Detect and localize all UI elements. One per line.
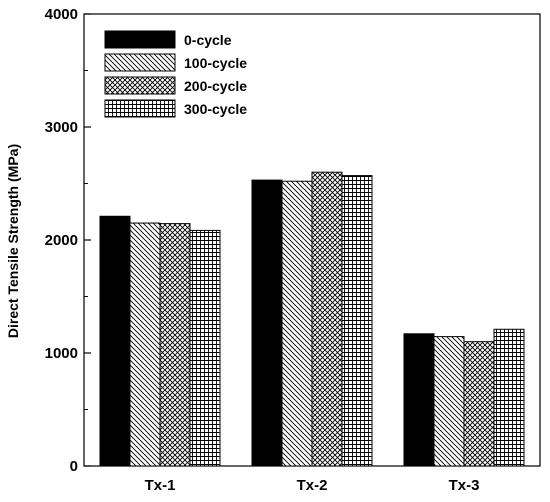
bar-300-cycle-Tx-1 bbox=[189, 229, 221, 467]
y-axis-title: Direct Tensile Strength (MPa) bbox=[5, 144, 21, 338]
y-tick-label: 3000 bbox=[45, 119, 78, 136]
x-tick-label: Tx-3 bbox=[449, 477, 480, 494]
legend-swatch-100-cycle bbox=[104, 53, 176, 72]
legend-swatch-0-cycle bbox=[104, 30, 176, 49]
legend-label-0-cycle: 0-cycle bbox=[184, 32, 232, 48]
y-tick-label: 1000 bbox=[45, 345, 78, 362]
bars bbox=[99, 171, 525, 467]
legend-label-300-cycle: 300-cycle bbox=[184, 101, 247, 117]
bar-200-cycle-Tx-1 bbox=[159, 223, 191, 467]
bar-100-cycle-Tx-1 bbox=[129, 222, 161, 467]
bar-100-cycle-Tx-3 bbox=[433, 336, 465, 467]
legend-swatch-300-cycle bbox=[104, 99, 176, 118]
y-tick-label: 4000 bbox=[45, 6, 78, 23]
bar-0-cycle-Tx-3 bbox=[403, 333, 435, 467]
bar-300-cycle-Tx-2 bbox=[341, 175, 373, 467]
y-tick-label: 0 bbox=[70, 458, 78, 475]
bar-200-cycle-Tx-2 bbox=[311, 171, 343, 467]
bar-100-cycle-Tx-2 bbox=[281, 180, 313, 467]
legend-swatch-200-cycle bbox=[104, 76, 176, 95]
legend-label-100-cycle: 100-cycle bbox=[184, 55, 247, 71]
legend-label-200-cycle: 200-cycle bbox=[184, 78, 247, 94]
bar-300-cycle-Tx-3 bbox=[493, 328, 525, 467]
bar-200-cycle-Tx-3 bbox=[463, 341, 495, 467]
x-tick-label: Tx-2 bbox=[297, 477, 328, 494]
y-tick-label: 2000 bbox=[45, 232, 78, 249]
legend: 0-cycle 100-cycle 200-cycle 300-cycle bbox=[104, 30, 247, 118]
bar-0-cycle-Tx-2 bbox=[251, 179, 283, 467]
x-tick-label: Tx-1 bbox=[145, 477, 176, 494]
bar-0-cycle-Tx-1 bbox=[99, 215, 131, 467]
